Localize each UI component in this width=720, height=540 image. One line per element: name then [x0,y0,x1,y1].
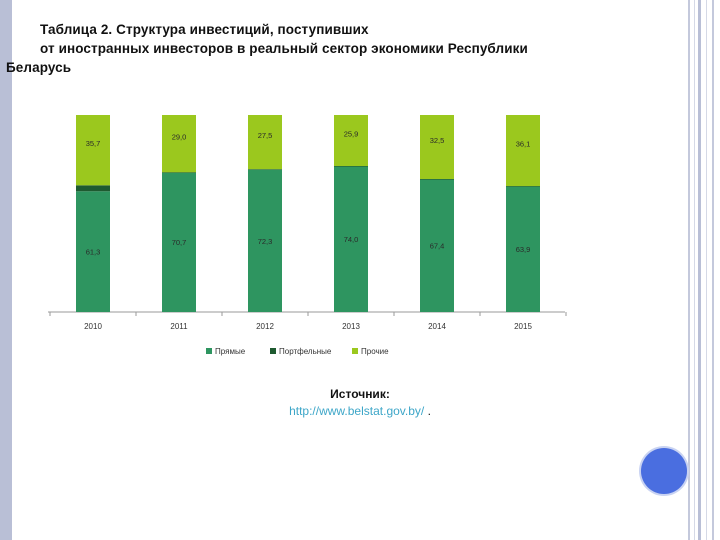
x-tick-label: 2011 [170,322,188,331]
data-label: 25,9 [344,130,359,139]
decorative-circle [641,448,687,494]
source-link[interactable]: http://www.belstat.gov.by/ [289,404,425,418]
bar-segment-Прямые [334,166,368,312]
x-tick-label: 2015 [514,322,532,331]
data-label: 32,5 [430,136,445,145]
x-tick-label: 2012 [256,322,274,331]
x-tick-label: 2013 [342,322,360,331]
data-label: 70,7 [172,238,187,247]
left-accent-bar [0,0,12,540]
title-line-2: от иностранных инвесторов в реальный сек… [40,41,528,56]
bar-segment-Прочие [420,115,454,180]
bar-segment-Прямые [248,169,282,312]
legend-label: Портфельные [279,347,332,356]
source-line: http://www.belstat.gov.by/ . [0,404,720,418]
right-decorative-rules [686,0,720,540]
x-tick-label: 2014 [428,322,446,331]
data-label: 63,9 [516,245,531,254]
legend-swatch [352,348,358,354]
title-line-3: Беларусь [6,60,72,75]
legend-label: Прямые [215,347,246,356]
source-label: Источник: [330,387,390,401]
bar-segment-Прямые [76,191,110,312]
bar-segment-Портфельные [248,169,282,170]
bar-segment-Прочие [506,115,540,187]
bar-segment-Прочие [162,115,196,173]
data-label: 29,0 [172,133,187,142]
bar-segment-Портфельные [420,179,454,180]
data-label: 72,3 [258,237,273,246]
x-tick-label: 2010 [84,322,102,331]
bar-segment-Прочие [334,115,368,167]
data-label: 74,0 [344,235,359,244]
data-label: 67,4 [430,242,445,251]
bar-segment-Прямые [420,179,454,312]
source-suffix: . [424,404,431,418]
page-title: Таблица 2. Структура инвестиций, поступи… [6,20,646,77]
bar-segment-Прочие [248,115,282,170]
legend-label: Прочие [361,347,389,356]
bar-segment-Портфельные [506,186,540,187]
data-label: 61,3 [86,248,101,257]
bar-segment-Портфельные [162,172,196,173]
bar-segment-Прямые [506,186,540,312]
bar-segment-Прямые [162,172,196,312]
legend-swatch [270,348,276,354]
bar-segment-Портфельные [76,185,110,192]
title-line-1: Таблица 2. Структура инвестиций, поступи… [40,22,369,37]
bar-segment-Портфельные [334,166,368,167]
legend-swatch [206,348,212,354]
stacked-bar-chart: 61,33,0235,7201070,70,0129,0201172,30,22… [48,115,567,356]
bar-segment-Прочие [76,115,110,186]
data-label: 36,1 [516,140,531,149]
data-label: 27,5 [258,131,273,140]
data-label: 35,7 [86,139,101,148]
